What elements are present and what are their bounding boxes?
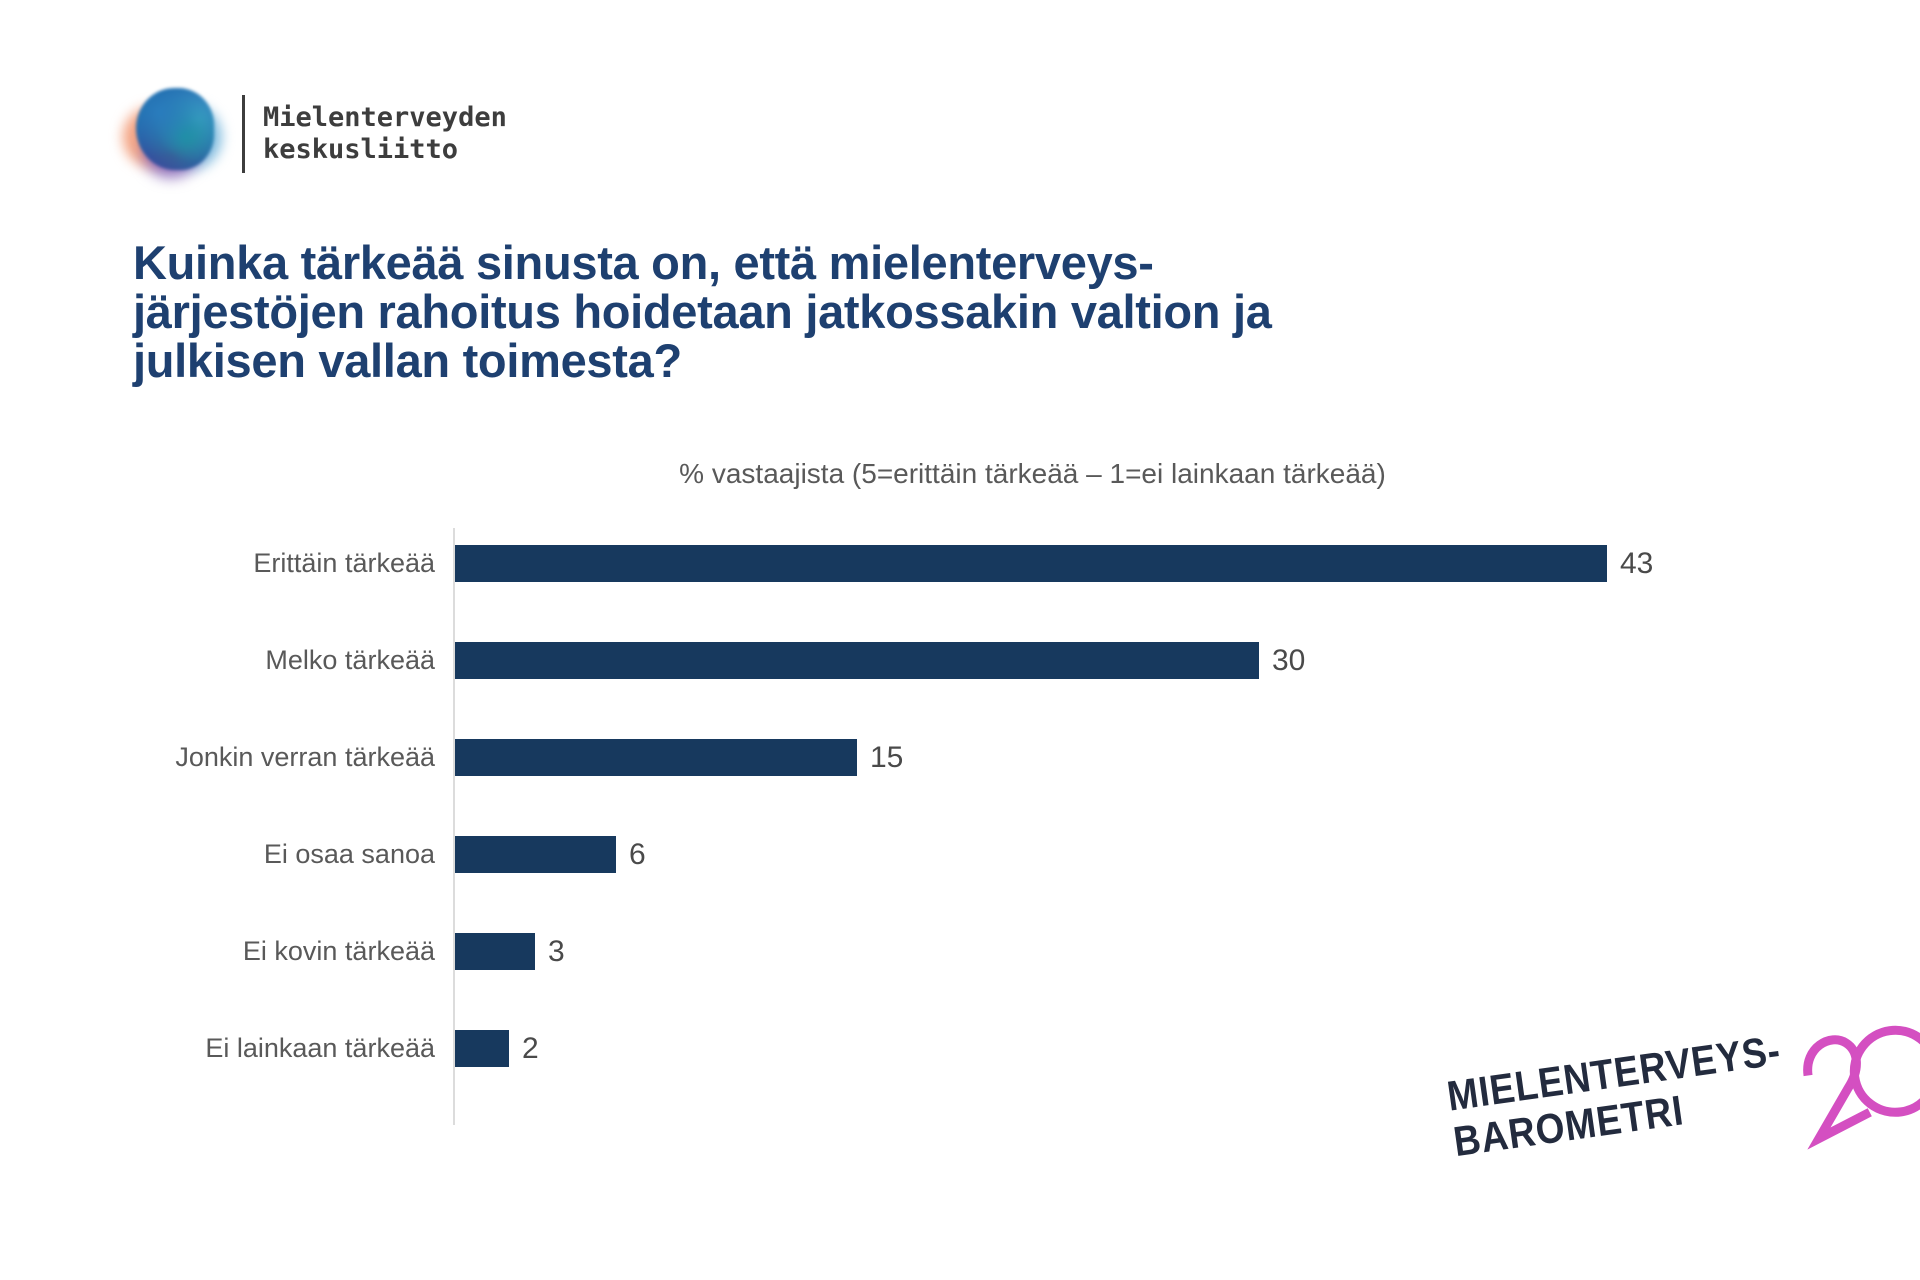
bar (455, 545, 1607, 582)
chart-rows: Erittäin tärkeää 43 Melko tärkeää 30 Jonkin … (140, 545, 1653, 1127)
bar (455, 933, 535, 970)
barometer-logo: MIELENTERVEYS- BAROMETRI (1444, 1003, 1920, 1218)
title-line2: järjestöjen rahoitus hoidetaan jatkossak… (133, 285, 1272, 338)
numeral-0-circle (1849, 1025, 1920, 1117)
category-label: Ei osaa sanoa (263, 839, 435, 869)
value-label: 6 (629, 837, 646, 871)
barometer-20-icon (1803, 1025, 1920, 1150)
category-label: Erittäin tärkeää (253, 548, 435, 578)
y-axis-line (453, 528, 455, 1125)
chart-row: Erittäin tärkeää 43 (140, 545, 1653, 582)
category-label: Ei kovin tärkeää (242, 936, 435, 966)
title-line3: julkisen vallan toimesta? (133, 334, 682, 387)
chart-row: Ei lainkaan tärkeää 2 (140, 1030, 1653, 1067)
page-title: Kuinka tärkeää sinusta on, että mielente… (133, 238, 1453, 385)
bar (455, 836, 616, 873)
value-label: 43 (1620, 546, 1654, 580)
brand-name: Mielenterveyden keskusliitto (263, 102, 507, 166)
brand-name-line2: keskusliitto (263, 134, 459, 165)
bar-chart: Erittäin tärkeää 43 Melko tärkeää 30 Jonkin … (140, 528, 1780, 1148)
bar (455, 1030, 509, 1067)
value-label: 15 (870, 740, 904, 774)
chart-subtitle: % vastaajista (5=erittäin tärkeää – 1=ei… (679, 458, 1386, 489)
brand-divider (242, 95, 245, 173)
bar (455, 739, 857, 776)
category-label: Melko tärkeää (265, 645, 435, 675)
value-label: 30 (1272, 643, 1306, 677)
bar (455, 642, 1259, 679)
value-label: 2 (522, 1031, 539, 1065)
chart-row: Ei osaa sanoa 6 (140, 836, 1653, 873)
category-label: Jonkin verran tärkeää (175, 742, 435, 772)
value-label: 3 (548, 934, 565, 968)
sphere-core (136, 88, 214, 170)
brand-logo: Mielenterveyden keskusliitto (122, 82, 507, 186)
chart-row: Melko tärkeää 30 (140, 642, 1653, 679)
chart-row: Jonkin verran tärkeää 15 (140, 739, 1653, 776)
brand-sphere-icon (122, 82, 226, 186)
title-line1: Kuinka tärkeää sinusta on, että mielente… (133, 236, 1154, 289)
category-label: Ei lainkaan tärkeää (205, 1033, 435, 1063)
chart-row: Ei kovin tärkeää 3 (140, 933, 1653, 970)
brand-name-line1: Mielenterveyden (263, 102, 507, 133)
